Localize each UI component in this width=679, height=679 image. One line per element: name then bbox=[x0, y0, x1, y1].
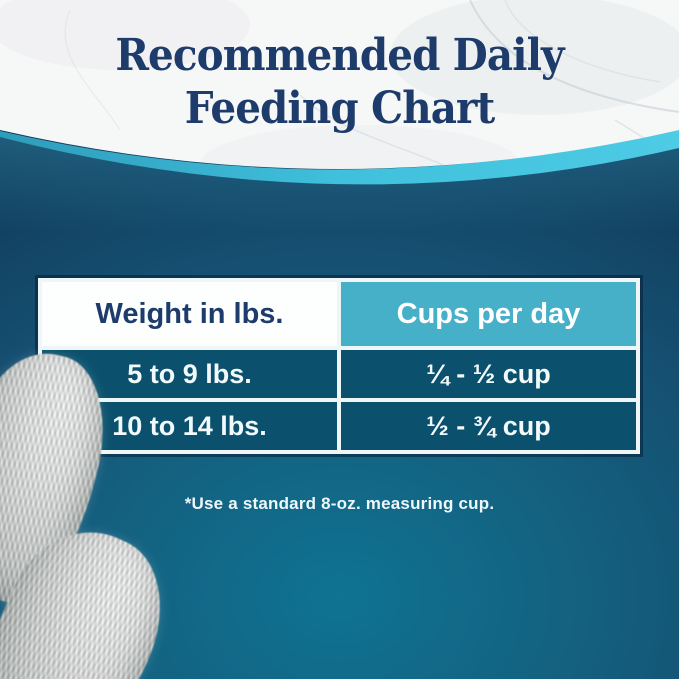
table-row-2-cups: ½ - ¾ cup bbox=[341, 402, 636, 450]
marble-panel bbox=[0, 0, 679, 169]
footnote: *Use a standard 8-oz. measuring cup. bbox=[184, 494, 495, 513]
column-header-weight: Weight in lbs. bbox=[42, 282, 337, 346]
page-title: Recommended Daily Feeding Chart bbox=[27, 30, 652, 136]
cyan-ribbon bbox=[0, 129, 679, 185]
header-curve-decoration bbox=[0, 0, 679, 232]
table-row-1-cups: ¼ - ½ cup bbox=[341, 350, 636, 398]
title-line-1: Recommended Daily bbox=[115, 30, 564, 81]
feeding-table: Weight in lbs. Cups per day 5 to 9 lbs. … bbox=[38, 278, 640, 454]
column-header-cups: Cups per day bbox=[341, 282, 636, 346]
title-line-2: Feeding Chart bbox=[184, 82, 495, 134]
